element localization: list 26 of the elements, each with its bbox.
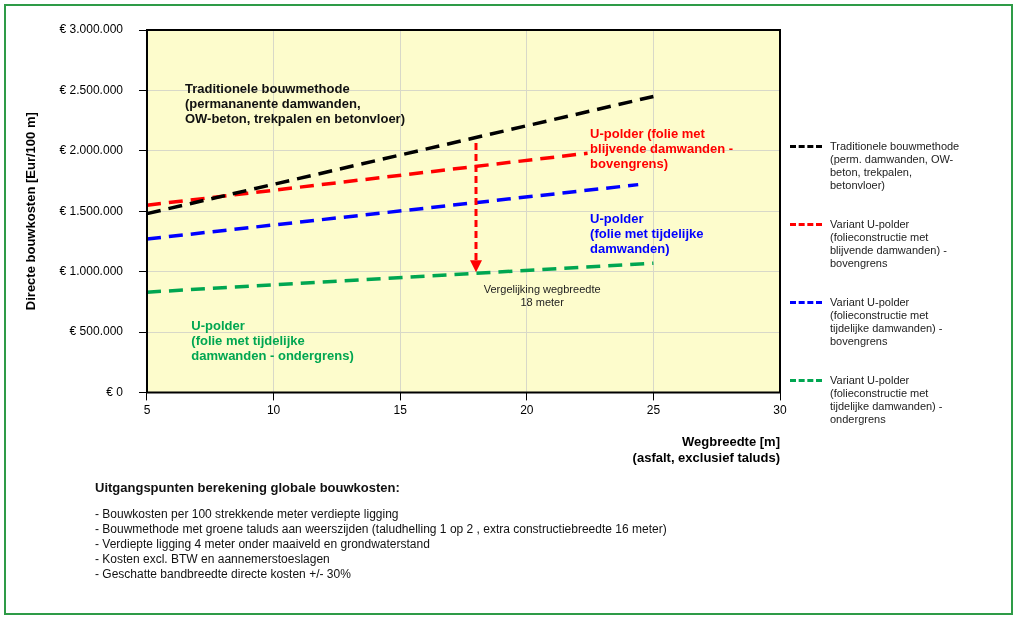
legend-label: Variant U-polder (folieconstructie met tijdelijke damwanden) - ondergrens <box>830 374 943 425</box>
x-tick-label: 20 <box>520 402 534 417</box>
x-tick-label: 25 <box>646 402 661 417</box>
legend-label: Variant U-polder (folieconstructie met tijdelijke damwanden) - bovengrens <box>830 296 943 347</box>
annotation: U-polder (folie met blijvende damwanden - bovengrens) <box>590 126 734 172</box>
legend-label: Variant U-polder (folieconstructie met blijvende damwanden) - bovengrens <box>830 218 947 269</box>
y-tick-label: € 1.500.000 <box>59 203 124 218</box>
x-tick-label: 10 <box>266 402 281 417</box>
y-tick-label: € 500.000 <box>69 324 124 339</box>
annotation: U-polder (folie met tijdelijke damwanden - ondergrens) <box>191 318 354 364</box>
y-tick-label: € 2.000.000 <box>59 143 124 158</box>
x-tick-label: 30 <box>773 402 787 417</box>
y-axis-title: Directe bouwkosten [Eur/100 m] <box>23 112 39 311</box>
annotation: U-polder (folie met tijdelijke damwanden) <box>590 211 704 257</box>
y-tick-label: € 0 <box>106 384 124 399</box>
text: - Bouwkosten per 100 strekkende meter verdiepte ligging - Bouwmethode met groene taluds aan weerszijden (taludhelling 1 op 2 , extra constructiebreedte 16 meter) - Verdiepte ligging 4 meter onder maaiveld en grondwaterstand - Kosten excl. BTW en aannemerstoeslagen - Geschatte bandbreedte directe kosten +/- 30% <box>95 507 667 582</box>
x-axis-title: Wegbreedte [m] (asfalt, exclusief taluds) <box>632 434 780 465</box>
legend-label: Traditionele bouwmethode (perm. damwanden, OW-beton, trekpalen, betonvloer) <box>830 140 960 191</box>
text: Uitgangspunten berekening globale bouwkosten: <box>95 480 401 495</box>
x-tick-label: 15 <box>393 402 408 417</box>
y-tick-label: € 3.000.000 <box>59 22 124 37</box>
y-tick-label: € 1.000.000 <box>59 263 124 278</box>
x-tick-label: 5 <box>143 402 151 417</box>
y-tick-label: € 2.500.000 <box>59 82 124 97</box>
annotation: Vergelijking wegbreedte 18 meter <box>483 282 601 309</box>
annotation: Traditionele bouwmethode (permananente damwanden, OW-beton, trekpalen en betonvloer) <box>184 80 406 126</box>
